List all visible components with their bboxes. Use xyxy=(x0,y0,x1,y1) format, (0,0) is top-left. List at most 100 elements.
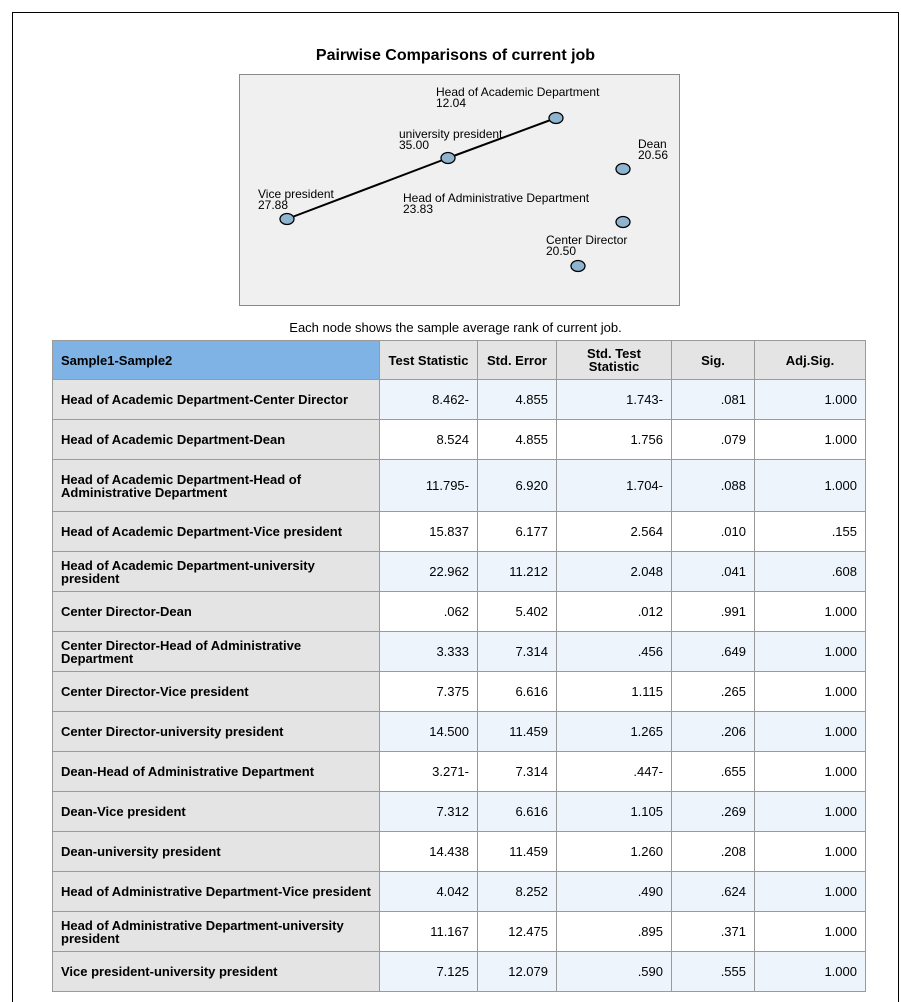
sample-pair-cell: Head of Academic Department-Vice preside… xyxy=(52,511,380,552)
std-error-cell: 5.402 xyxy=(477,591,557,632)
sig-cell: .655 xyxy=(671,751,755,792)
column-header-std-test-statistic: Std. Test Statistic xyxy=(556,340,672,380)
node-rank-vice-president: 27.88 xyxy=(258,198,288,212)
output-frame xyxy=(12,12,899,1002)
std-test-statistic-cell: 1.756 xyxy=(556,419,672,460)
test-statistic-cell: 15.837 xyxy=(379,511,478,552)
sig-cell: .041 xyxy=(671,551,755,592)
table-row: Head of Academic Department-university p… xyxy=(52,551,866,592)
sig-cell: .371 xyxy=(671,911,755,952)
table-row: Vice president-university president 7.125… xyxy=(52,951,866,992)
table-row: Head of Academic Department-Head of Admi… xyxy=(52,459,866,512)
sig-cell: .010 xyxy=(671,511,755,552)
test-statistic-cell: 7.125 xyxy=(379,951,478,992)
node-head-academic xyxy=(548,111,564,125)
std-test-statistic-cell: .590 xyxy=(556,951,672,992)
node-label-dean: Dean xyxy=(638,137,667,151)
node-head-admin xyxy=(615,215,631,229)
std-error-cell: 11.212 xyxy=(477,551,557,592)
test-statistic-cell: 7.312 xyxy=(379,791,478,832)
test-statistic-cell: .062 xyxy=(379,591,478,632)
edge-univ-president-head-academic xyxy=(447,117,557,159)
adj-sig-cell: .155 xyxy=(754,511,866,552)
std-test-statistic-cell: 2.048 xyxy=(556,551,672,592)
sample-pair-cell: Head of Administrative Department-Vice p… xyxy=(52,871,380,912)
std-test-statistic-cell: .895 xyxy=(556,911,672,952)
sig-cell: .269 xyxy=(671,791,755,832)
sig-cell: .081 xyxy=(671,379,755,420)
node-center-director xyxy=(570,259,586,273)
adj-sig-cell: 1.000 xyxy=(754,591,866,632)
table-row: Head of Academic Department-Center Direc… xyxy=(52,379,866,420)
table-row: Head of Academic Department-Vice preside… xyxy=(52,511,866,552)
sig-cell: .088 xyxy=(671,459,755,512)
test-statistic-cell: 8.524 xyxy=(379,419,478,460)
std-error-cell: 6.177 xyxy=(477,511,557,552)
node-rank-dean: 20.56 xyxy=(638,148,668,162)
adj-sig-cell: 1.000 xyxy=(754,951,866,992)
table-row: Head of Administrative Department-Vice p… xyxy=(52,871,866,912)
node-rank-head-academic: 12.04 xyxy=(436,96,466,110)
std-test-statistic-cell: 1.115 xyxy=(556,671,672,712)
test-statistic-cell: 22.962 xyxy=(379,551,478,592)
std-test-statistic-cell: 1.260 xyxy=(556,831,672,872)
node-label-univ-president: university president xyxy=(399,127,503,141)
std-test-statistic-cell: 2.564 xyxy=(556,511,672,552)
table-row: Center Director-Vice president 7.375 6.616… xyxy=(52,671,866,712)
node-label-center-director: Center Director xyxy=(546,233,627,247)
table-row: Center Director-university president 14.5… xyxy=(52,711,866,752)
sig-cell: .555 xyxy=(671,951,755,992)
column-header-sample-pair: Sample1-Sample2 xyxy=(52,340,380,380)
test-statistic-cell: 7.375 xyxy=(379,671,478,712)
sample-pair-cell: Center Director-Dean xyxy=(52,591,380,632)
sample-pair-cell: Center Director-Head of Administrative D… xyxy=(52,631,380,672)
test-statistic-cell: 14.500 xyxy=(379,711,478,752)
adj-sig-cell: .608 xyxy=(754,551,866,592)
sig-cell: .208 xyxy=(671,831,755,872)
test-statistic-cell: 11.795- xyxy=(379,459,478,512)
column-header-sig: Sig. xyxy=(671,340,755,380)
adj-sig-cell: 1.000 xyxy=(754,911,866,952)
node-rank-center-director: 20.50 xyxy=(546,244,576,258)
node-dean xyxy=(615,162,631,176)
sample-pair-cell: Center Director-university president xyxy=(52,711,380,752)
std-error-cell: 11.459 xyxy=(477,831,557,872)
std-error-cell: 7.314 xyxy=(477,631,557,672)
node-rank-univ-president: 35.00 xyxy=(399,138,429,152)
test-statistic-cell: 3.271- xyxy=(379,751,478,792)
node-label-head-academic: Head of Academic Department xyxy=(436,85,600,99)
column-header-test-statistic: Test Statistic xyxy=(379,340,478,380)
sample-pair-cell: Center Director-Vice president xyxy=(52,671,380,712)
node-label-vice-president: Vice president xyxy=(258,187,334,201)
std-test-statistic-cell: 1.265 xyxy=(556,711,672,752)
node-label-head-admin: Head of Administrative Department xyxy=(403,191,590,205)
adj-sig-cell: 1.000 xyxy=(754,379,866,420)
sample-pair-cell: Head of Academic Department-Head of Admi… xyxy=(52,459,380,512)
sample-pair-cell: Head of Academic Department-university p… xyxy=(52,551,380,592)
sig-cell: .624 xyxy=(671,871,755,912)
adj-sig-cell: 1.000 xyxy=(754,791,866,832)
std-error-cell: 4.855 xyxy=(477,379,557,420)
column-header-std-error: Std. Error xyxy=(477,340,557,380)
std-error-cell: 6.920 xyxy=(477,459,557,512)
test-statistic-cell: 14.438 xyxy=(379,831,478,872)
std-error-cell: 6.616 xyxy=(477,791,557,832)
std-error-cell: 11.459 xyxy=(477,711,557,752)
adj-sig-cell: 1.000 xyxy=(754,751,866,792)
std-test-statistic-cell: 1.105 xyxy=(556,791,672,832)
table-row: Center Director-Dean .062 5.402.012.991 1.0… xyxy=(52,591,866,632)
network-graph: Head of Academic Department 12.04 universi… xyxy=(239,74,680,306)
table-row: Center Director-Head of Administrative D… xyxy=(52,631,866,672)
pairwise-comparisons-table: Sample1-Sample2 Test Statistic Std. Erro… xyxy=(52,340,866,992)
test-statistic-cell: 3.333 xyxy=(379,631,478,672)
sample-pair-cell: Head of Academic Department-Center Direc… xyxy=(52,379,380,420)
adj-sig-cell: 1.000 xyxy=(754,711,866,752)
test-statistic-cell: 11.167 xyxy=(379,911,478,952)
node-vice-president xyxy=(279,212,295,226)
std-test-statistic-cell: .456 xyxy=(556,631,672,672)
std-test-statistic-cell: 1.704- xyxy=(556,459,672,512)
sample-pair-cell: Dean-Head of Administrative Department xyxy=(52,751,380,792)
table-row: Head of Administrative Department-univer… xyxy=(52,911,866,952)
sample-pair-cell: Dean-university president xyxy=(52,831,380,872)
